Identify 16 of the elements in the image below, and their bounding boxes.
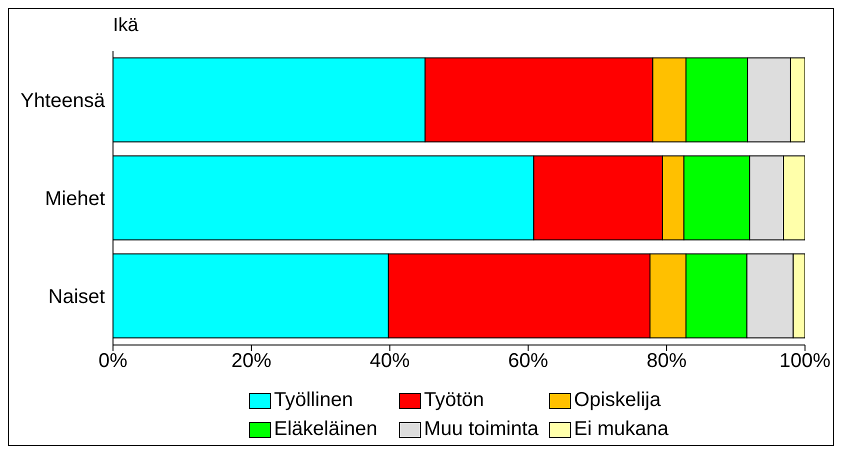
legend-label: Opiskelija xyxy=(574,389,661,412)
chart-title: Ikä xyxy=(113,15,138,37)
x-tick-label: 0% xyxy=(98,350,128,372)
legend-label: Työllinen xyxy=(274,389,353,412)
x-tick-label: 80% xyxy=(646,350,687,372)
legend-label: Muu toiminta xyxy=(424,418,538,441)
legend-label: Ei mukana xyxy=(574,418,668,441)
y-tick-label: Naiset xyxy=(48,286,106,308)
legend-label: Eläkeläinen xyxy=(274,418,378,441)
y-tick-label: Yhteensä xyxy=(20,90,106,112)
x-tick-label: 100% xyxy=(779,350,831,372)
x-tick-label: 40% xyxy=(370,350,410,372)
x-tick-label: 20% xyxy=(231,350,272,372)
x-tick-label: 60% xyxy=(508,350,548,372)
legend-label: Työtön xyxy=(424,389,484,412)
y-tick-label: Miehet xyxy=(44,188,106,210)
